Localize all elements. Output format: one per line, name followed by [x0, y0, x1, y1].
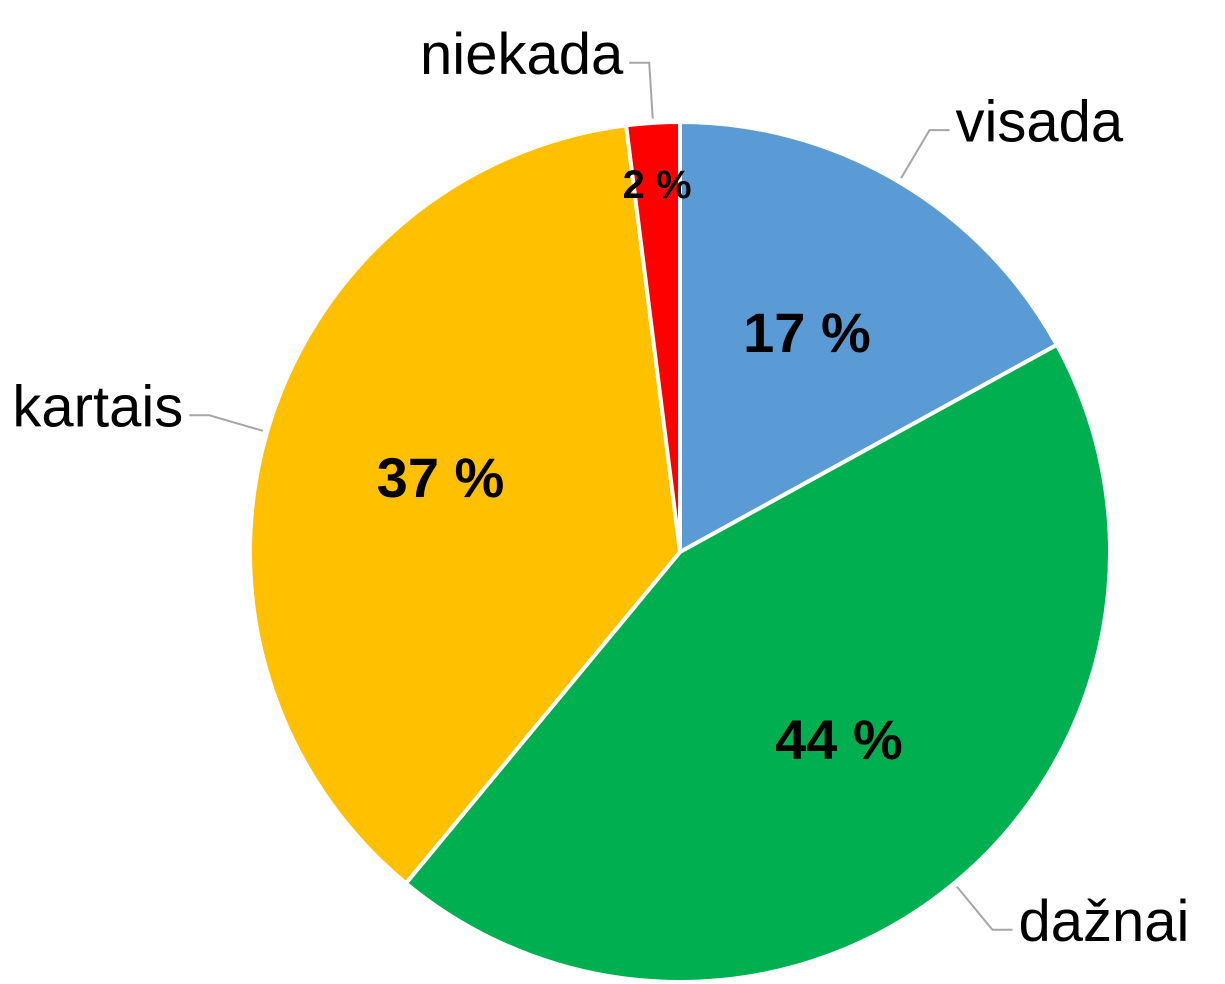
leader-line — [956, 885, 1013, 931]
pie-slice — [623, 119, 682, 553]
category-label: kartais — [12, 375, 183, 440]
pie-slice — [678, 119, 1060, 556]
pie-slice — [248, 123, 683, 887]
pie-slice — [403, 342, 1112, 984]
leader-line — [900, 129, 950, 179]
category-label: visada — [956, 89, 1124, 154]
data-label: 44 % — [775, 708, 903, 771]
leader-line — [189, 414, 264, 432]
data-label: 2 % — [623, 163, 692, 207]
category-label: dažnai — [1018, 889, 1189, 954]
data-label: 17 % — [743, 301, 871, 364]
leader-line — [629, 61, 654, 119]
category-label: niekada — [420, 22, 624, 87]
data-label: 37 % — [377, 446, 505, 509]
